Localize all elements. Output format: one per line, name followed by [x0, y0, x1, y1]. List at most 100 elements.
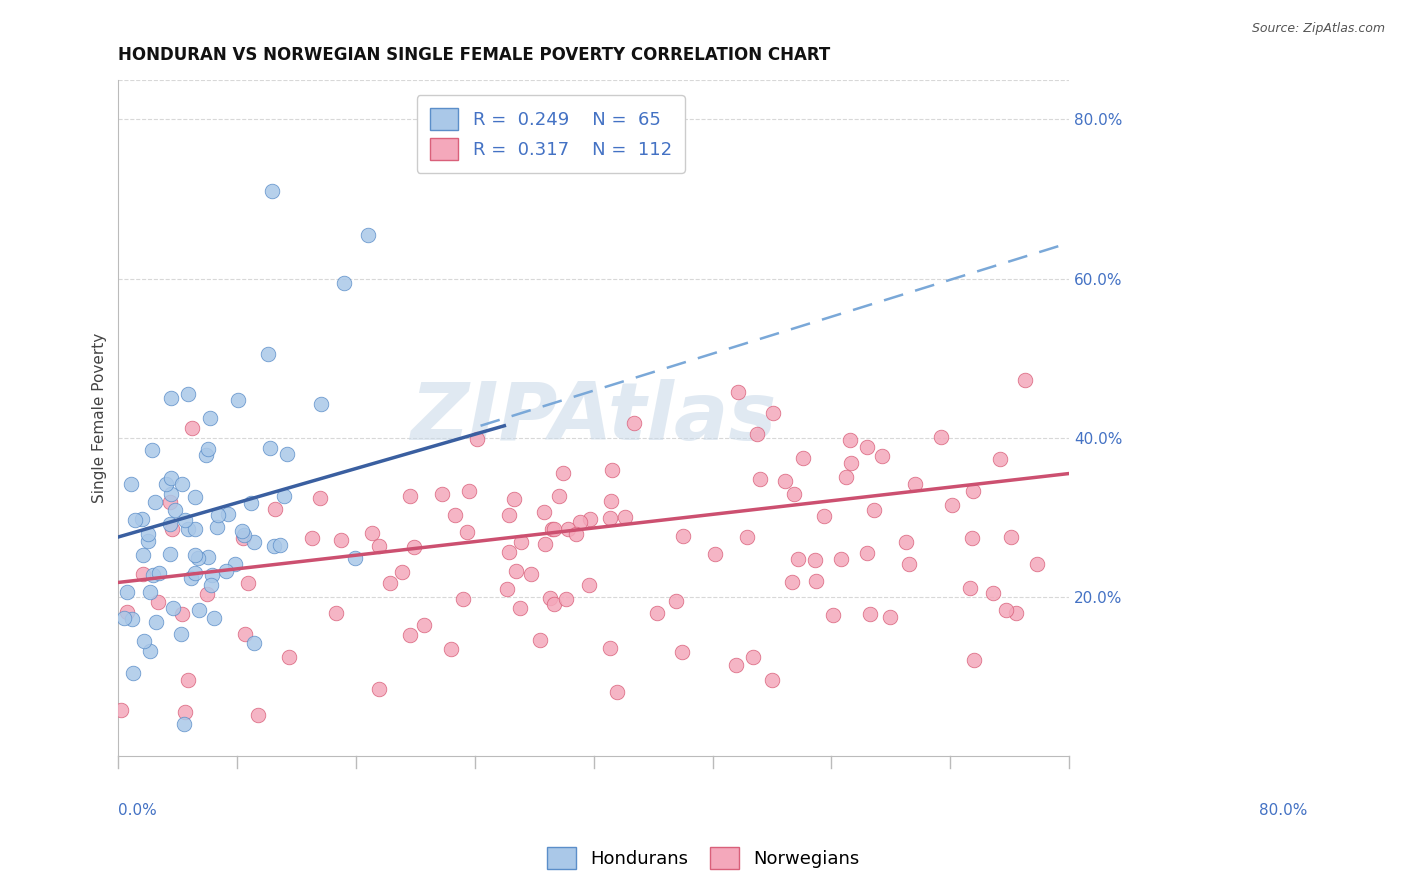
- Point: [398, 628, 420, 642]
- Point: [665, 594, 688, 608]
- Point: [238, 575, 260, 590]
- Point: [529, 633, 551, 648]
- Point: [273, 489, 295, 503]
- Point: [226, 392, 249, 407]
- Point: [184, 522, 207, 536]
- Point: [465, 433, 488, 447]
- Point: [830, 551, 852, 566]
- Text: 80.0%: 80.0%: [1258, 804, 1308, 818]
- Point: [456, 524, 478, 539]
- Text: 0.0%: 0.0%: [118, 804, 156, 818]
- Point: [139, 584, 162, 599]
- Point: [990, 452, 1012, 467]
- Point: [839, 456, 862, 470]
- Point: [132, 566, 155, 581]
- Point: [821, 608, 844, 623]
- Point: [496, 582, 519, 597]
- Point: [404, 541, 426, 555]
- Point: [398, 489, 420, 503]
- Point: [215, 565, 238, 579]
- Point: [894, 535, 917, 549]
- Point: [159, 547, 181, 561]
- Point: [115, 585, 138, 599]
- Point: [963, 653, 986, 667]
- Point: [782, 575, 804, 590]
- Point: [773, 474, 796, 488]
- Point: [136, 533, 159, 548]
- Point: [155, 477, 177, 491]
- Point: [159, 391, 181, 405]
- Point: [159, 517, 181, 532]
- Point: [170, 607, 193, 621]
- Point: [1004, 606, 1026, 620]
- Point: [195, 448, 218, 462]
- Point: [184, 549, 207, 563]
- Point: [257, 346, 280, 360]
- Point: [672, 529, 695, 543]
- Point: [727, 385, 749, 400]
- Point: [551, 466, 574, 480]
- Point: [259, 441, 281, 455]
- Point: [200, 578, 222, 592]
- Point: [141, 443, 163, 458]
- Point: [547, 489, 569, 503]
- Point: [148, 595, 170, 609]
- Point: [557, 522, 579, 536]
- Point: [962, 483, 984, 498]
- Point: [162, 601, 184, 615]
- Point: [509, 601, 531, 615]
- Point: [391, 565, 413, 579]
- Point: [269, 537, 291, 551]
- Point: [804, 574, 827, 588]
- Point: [176, 673, 198, 688]
- Point: [613, 510, 636, 524]
- Point: [735, 530, 758, 544]
- Point: [142, 568, 165, 582]
- Point: [941, 498, 963, 512]
- Point: [859, 607, 882, 621]
- Point: [994, 603, 1017, 617]
- Point: [981, 586, 1004, 600]
- Point: [962, 531, 984, 545]
- Point: [533, 537, 555, 551]
- Point: [599, 641, 621, 656]
- Point: [205, 519, 228, 533]
- Point: [110, 703, 132, 717]
- Point: [510, 535, 533, 549]
- Point: [578, 577, 600, 591]
- Point: [645, 606, 668, 620]
- Point: [231, 524, 253, 538]
- Point: [380, 576, 402, 591]
- Point: [325, 606, 347, 620]
- Point: [329, 533, 352, 548]
- Text: Source: ZipAtlas.com: Source: ZipAtlas.com: [1251, 22, 1385, 36]
- Point: [367, 682, 389, 697]
- Point: [413, 617, 436, 632]
- Point: [148, 566, 170, 581]
- Point: [131, 512, 153, 526]
- Point: [177, 522, 200, 536]
- Point: [187, 550, 209, 565]
- Point: [201, 567, 224, 582]
- Legend: R =  0.249    N =  65, R =  0.317    N =  112: R = 0.249 N = 65, R = 0.317 N = 112: [416, 95, 685, 173]
- Point: [309, 491, 332, 506]
- Point: [599, 493, 621, 508]
- Point: [263, 539, 285, 553]
- Point: [174, 513, 197, 527]
- Point: [368, 539, 391, 553]
- Point: [169, 627, 191, 641]
- Point: [1025, 557, 1047, 571]
- Point: [276, 447, 298, 461]
- Point: [541, 522, 564, 536]
- Point: [856, 440, 879, 454]
- Point: [247, 708, 270, 723]
- Point: [855, 546, 877, 560]
- Point: [1014, 373, 1036, 387]
- Point: [579, 512, 602, 526]
- Point: [183, 490, 205, 504]
- Point: [172, 476, 194, 491]
- Point: [430, 487, 453, 501]
- Point: [132, 548, 155, 562]
- Point: [198, 411, 221, 425]
- Point: [163, 503, 186, 517]
